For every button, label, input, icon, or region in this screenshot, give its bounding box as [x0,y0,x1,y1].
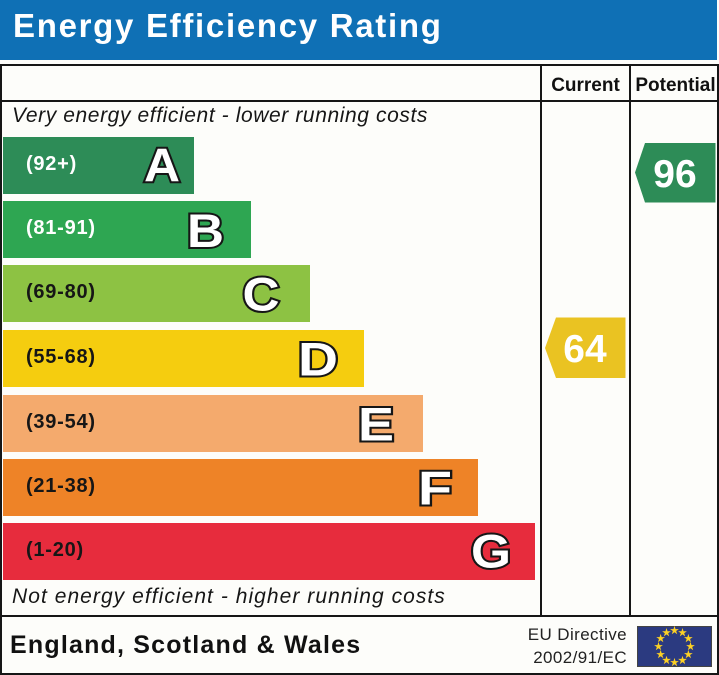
svg-text:96: 96 [653,153,696,196]
svg-text:64: 64 [563,328,607,371]
svg-text:A: A [144,139,180,192]
svg-text:B: B [187,204,224,257]
svg-text:F: F [418,462,452,515]
svg-text:D: D [298,333,338,386]
svg-text:E: E [358,398,394,451]
svg-text:G: G [471,525,511,578]
svg-text:C: C [243,268,280,321]
